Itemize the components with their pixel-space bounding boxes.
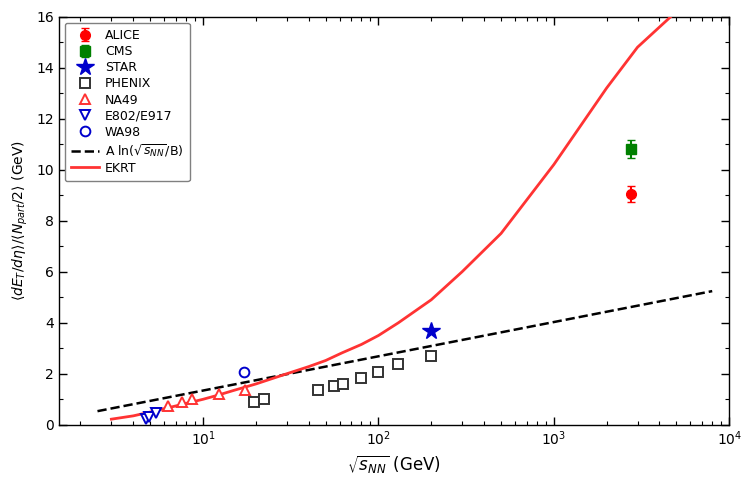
EKRT bbox=[321, 357, 330, 363]
NA49 bbox=[188, 396, 197, 402]
PHENIX bbox=[250, 399, 259, 405]
NA49 bbox=[163, 403, 172, 409]
EKRT bbox=[107, 416, 116, 422]
EKRT bbox=[212, 393, 221, 398]
EKRT bbox=[199, 396, 208, 402]
EKRT bbox=[252, 381, 261, 387]
E802/E917 bbox=[151, 410, 160, 415]
NA49 bbox=[240, 387, 249, 393]
EKRT bbox=[160, 406, 169, 412]
EKRT bbox=[304, 364, 313, 370]
Y-axis label: $\langle dE_T/d\eta \rangle / \langle N_{part}/2 \rangle$ (GeV): $\langle dE_T/d\eta \rangle / \langle N_… bbox=[11, 140, 30, 301]
EKRT bbox=[633, 44, 642, 50]
Line: NA49: NA49 bbox=[163, 385, 250, 411]
A ln($\sqrt{s_{NN}}$/B) bbox=[693, 291, 702, 297]
NA49 bbox=[215, 391, 224, 396]
EKRT bbox=[230, 388, 239, 393]
A ln($\sqrt{s_{NN}}$/B) bbox=[389, 351, 398, 356]
PHENIX bbox=[330, 383, 339, 389]
PHENIX bbox=[357, 375, 366, 381]
PHENIX bbox=[427, 353, 436, 359]
X-axis label: $\sqrt{s_{NN}}$ (GeV): $\sqrt{s_{NN}}$ (GeV) bbox=[347, 454, 441, 476]
EKRT bbox=[672, 9, 681, 15]
EKRT bbox=[374, 333, 383, 338]
A ln($\sqrt{s_{NN}}$/B) bbox=[708, 288, 717, 294]
EKRT bbox=[129, 413, 138, 419]
A ln($\sqrt{s_{NN}}$/B) bbox=[425, 343, 434, 349]
E802/E917 bbox=[145, 413, 154, 419]
PHENIX bbox=[338, 381, 347, 387]
EKRT bbox=[549, 162, 558, 168]
E802/E917 bbox=[141, 416, 150, 422]
A ln($\sqrt{s_{NN}}$/B) bbox=[93, 408, 102, 414]
EKRT bbox=[357, 341, 366, 347]
A ln($\sqrt{s_{NN}}$/B) bbox=[597, 310, 606, 316]
EKRT bbox=[146, 409, 155, 415]
A ln($\sqrt{s_{NN}}$/B) bbox=[385, 351, 394, 357]
EKRT bbox=[337, 350, 346, 356]
A ln($\sqrt{s_{NN}}$/B) bbox=[459, 337, 468, 343]
NA49 bbox=[178, 399, 187, 405]
Line: PHENIX: PHENIX bbox=[249, 351, 436, 407]
EKRT bbox=[427, 297, 436, 303]
EKRT bbox=[268, 375, 277, 381]
EKRT bbox=[181, 400, 191, 406]
PHENIX bbox=[394, 361, 403, 367]
PHENIX bbox=[260, 396, 269, 402]
EKRT bbox=[282, 371, 291, 376]
Line: E802/E917: E802/E917 bbox=[141, 408, 161, 424]
EKRT bbox=[496, 230, 505, 236]
PHENIX bbox=[313, 387, 322, 393]
Line: A ln($\sqrt{s_{NN}}$/B): A ln($\sqrt{s_{NN}}$/B) bbox=[97, 291, 712, 411]
PHENIX bbox=[374, 370, 383, 375]
EKRT bbox=[602, 85, 611, 91]
EKRT bbox=[458, 269, 467, 275]
Legend: ALICE, CMS, STAR, PHENIX, NA49, E802/E917, WA98, A ln($\sqrt{s_{NN}}$/B), EKRT: ALICE, CMS, STAR, PHENIX, NA49, E802/E91… bbox=[65, 23, 190, 181]
EKRT bbox=[394, 320, 403, 326]
EKRT bbox=[172, 403, 181, 409]
Line: EKRT: EKRT bbox=[111, 12, 676, 419]
